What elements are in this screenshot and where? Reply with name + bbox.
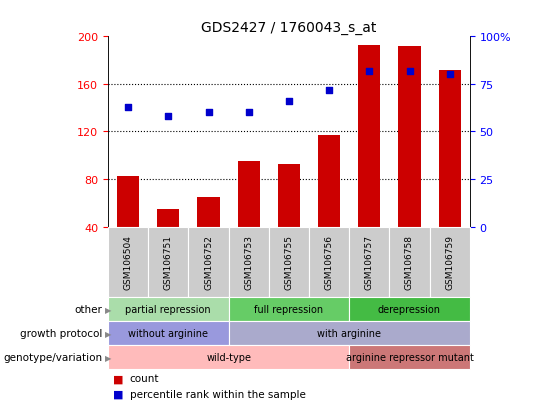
- Text: partial repression: partial repression: [125, 304, 211, 314]
- Text: ▶: ▶: [105, 305, 112, 314]
- Text: arginine repressor mutant: arginine repressor mutant: [346, 352, 474, 362]
- Text: with arginine: with arginine: [317, 328, 381, 338]
- Text: ■: ■: [113, 389, 124, 399]
- Bar: [318, 136, 340, 227]
- Text: percentile rank within the sample: percentile rank within the sample: [130, 389, 306, 399]
- Title: GDS2427 / 1760043_s_at: GDS2427 / 1760043_s_at: [201, 21, 376, 35]
- Point: [365, 68, 374, 75]
- Text: GSM106751: GSM106751: [164, 235, 173, 290]
- Bar: [117, 176, 139, 227]
- Text: genotype/variation: genotype/variation: [3, 352, 103, 362]
- Text: other: other: [75, 304, 103, 314]
- Bar: [198, 197, 220, 227]
- Text: GSM106752: GSM106752: [204, 235, 213, 290]
- Text: derepression: derepression: [378, 304, 441, 314]
- Point: [124, 104, 132, 111]
- Text: full repression: full repression: [254, 304, 323, 314]
- Text: wild-type: wild-type: [206, 352, 251, 362]
- Text: GSM106759: GSM106759: [445, 235, 454, 290]
- Bar: [157, 209, 179, 227]
- Bar: [438, 71, 461, 227]
- Text: GSM106755: GSM106755: [285, 235, 293, 290]
- Bar: [278, 164, 300, 227]
- Text: GSM106756: GSM106756: [325, 235, 334, 290]
- Point: [164, 114, 173, 120]
- Text: GSM106504: GSM106504: [124, 235, 133, 290]
- Point: [446, 72, 454, 78]
- Text: ▶: ▶: [105, 353, 112, 362]
- Point: [204, 110, 213, 116]
- Text: without arginine: without arginine: [129, 328, 208, 338]
- Point: [245, 110, 253, 116]
- Bar: [358, 45, 380, 227]
- Point: [325, 87, 333, 94]
- Text: GSM106757: GSM106757: [365, 235, 374, 290]
- Text: count: count: [130, 373, 159, 383]
- Bar: [238, 162, 260, 227]
- Text: ▶: ▶: [105, 329, 112, 338]
- Point: [285, 98, 293, 105]
- Text: GSM106753: GSM106753: [244, 235, 253, 290]
- Text: ■: ■: [113, 373, 124, 383]
- Bar: [399, 47, 421, 227]
- Point: [405, 68, 414, 75]
- Text: growth protocol: growth protocol: [20, 328, 103, 338]
- Text: GSM106758: GSM106758: [405, 235, 414, 290]
